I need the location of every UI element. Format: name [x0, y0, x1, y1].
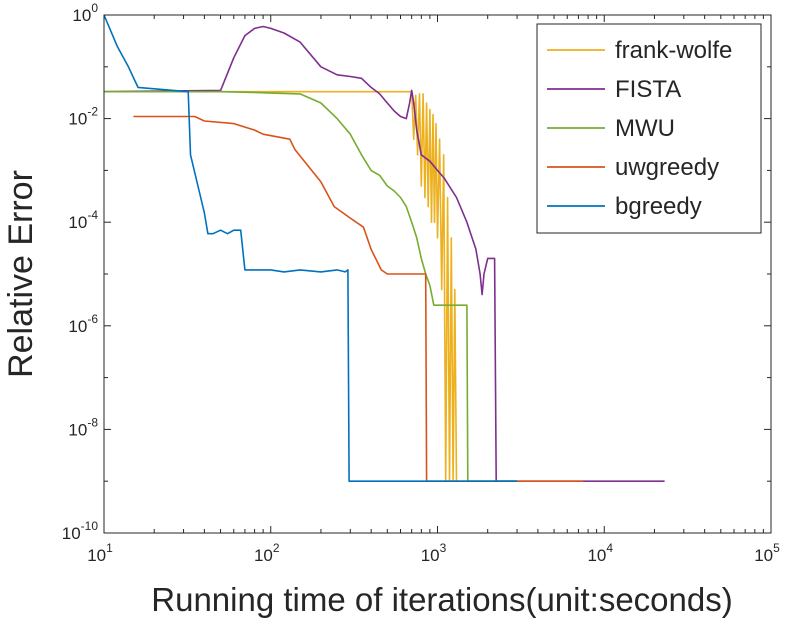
y-tick-label: 10-4 [68, 208, 98, 232]
legend-label: FISTA [615, 76, 681, 103]
tick-labels: 101 102 103 104 105 100 10-2 10-4 10-6 10-8 10-10 [62, 1, 780, 565]
series-line-frank-wolfe [104, 90, 459, 483]
y-tick-label: 10-8 [68, 415, 98, 439]
y-tick-label: 100 [72, 1, 98, 25]
x-tick-label: 101 [87, 541, 113, 565]
series-line-mwu [104, 90, 518, 483]
legend-label: frank-wolfe [615, 37, 732, 64]
legend-label: MWU [615, 115, 675, 142]
x-tick-label: 103 [421, 541, 447, 565]
x-tick-label: 102 [254, 541, 280, 565]
legend-label: bgreedy [615, 193, 702, 220]
y-axis-label: Relative Error [2, 170, 40, 378]
series-line-fista [104, 25, 665, 483]
series-line-uwgreedy [133, 115, 584, 483]
x-tick-label: 105 [754, 541, 780, 565]
y-tick-label: 10-6 [68, 312, 98, 336]
y-tick-label: 10-2 [68, 105, 98, 129]
series-layer [104, 15, 665, 483]
legend: frank-wolfe FISTA MWU uwgreedy bgreedy [536, 23, 762, 234]
y-tick-label: 10-10 [62, 519, 99, 543]
x-tick-label: 104 [587, 541, 613, 565]
legend-label: uwgreedy [615, 154, 719, 181]
x-axis-label: Running time of iterations(unit:seconds) [151, 581, 732, 618]
series-line-bgreedy [104, 15, 518, 483]
axes-layer [103, 14, 772, 534]
